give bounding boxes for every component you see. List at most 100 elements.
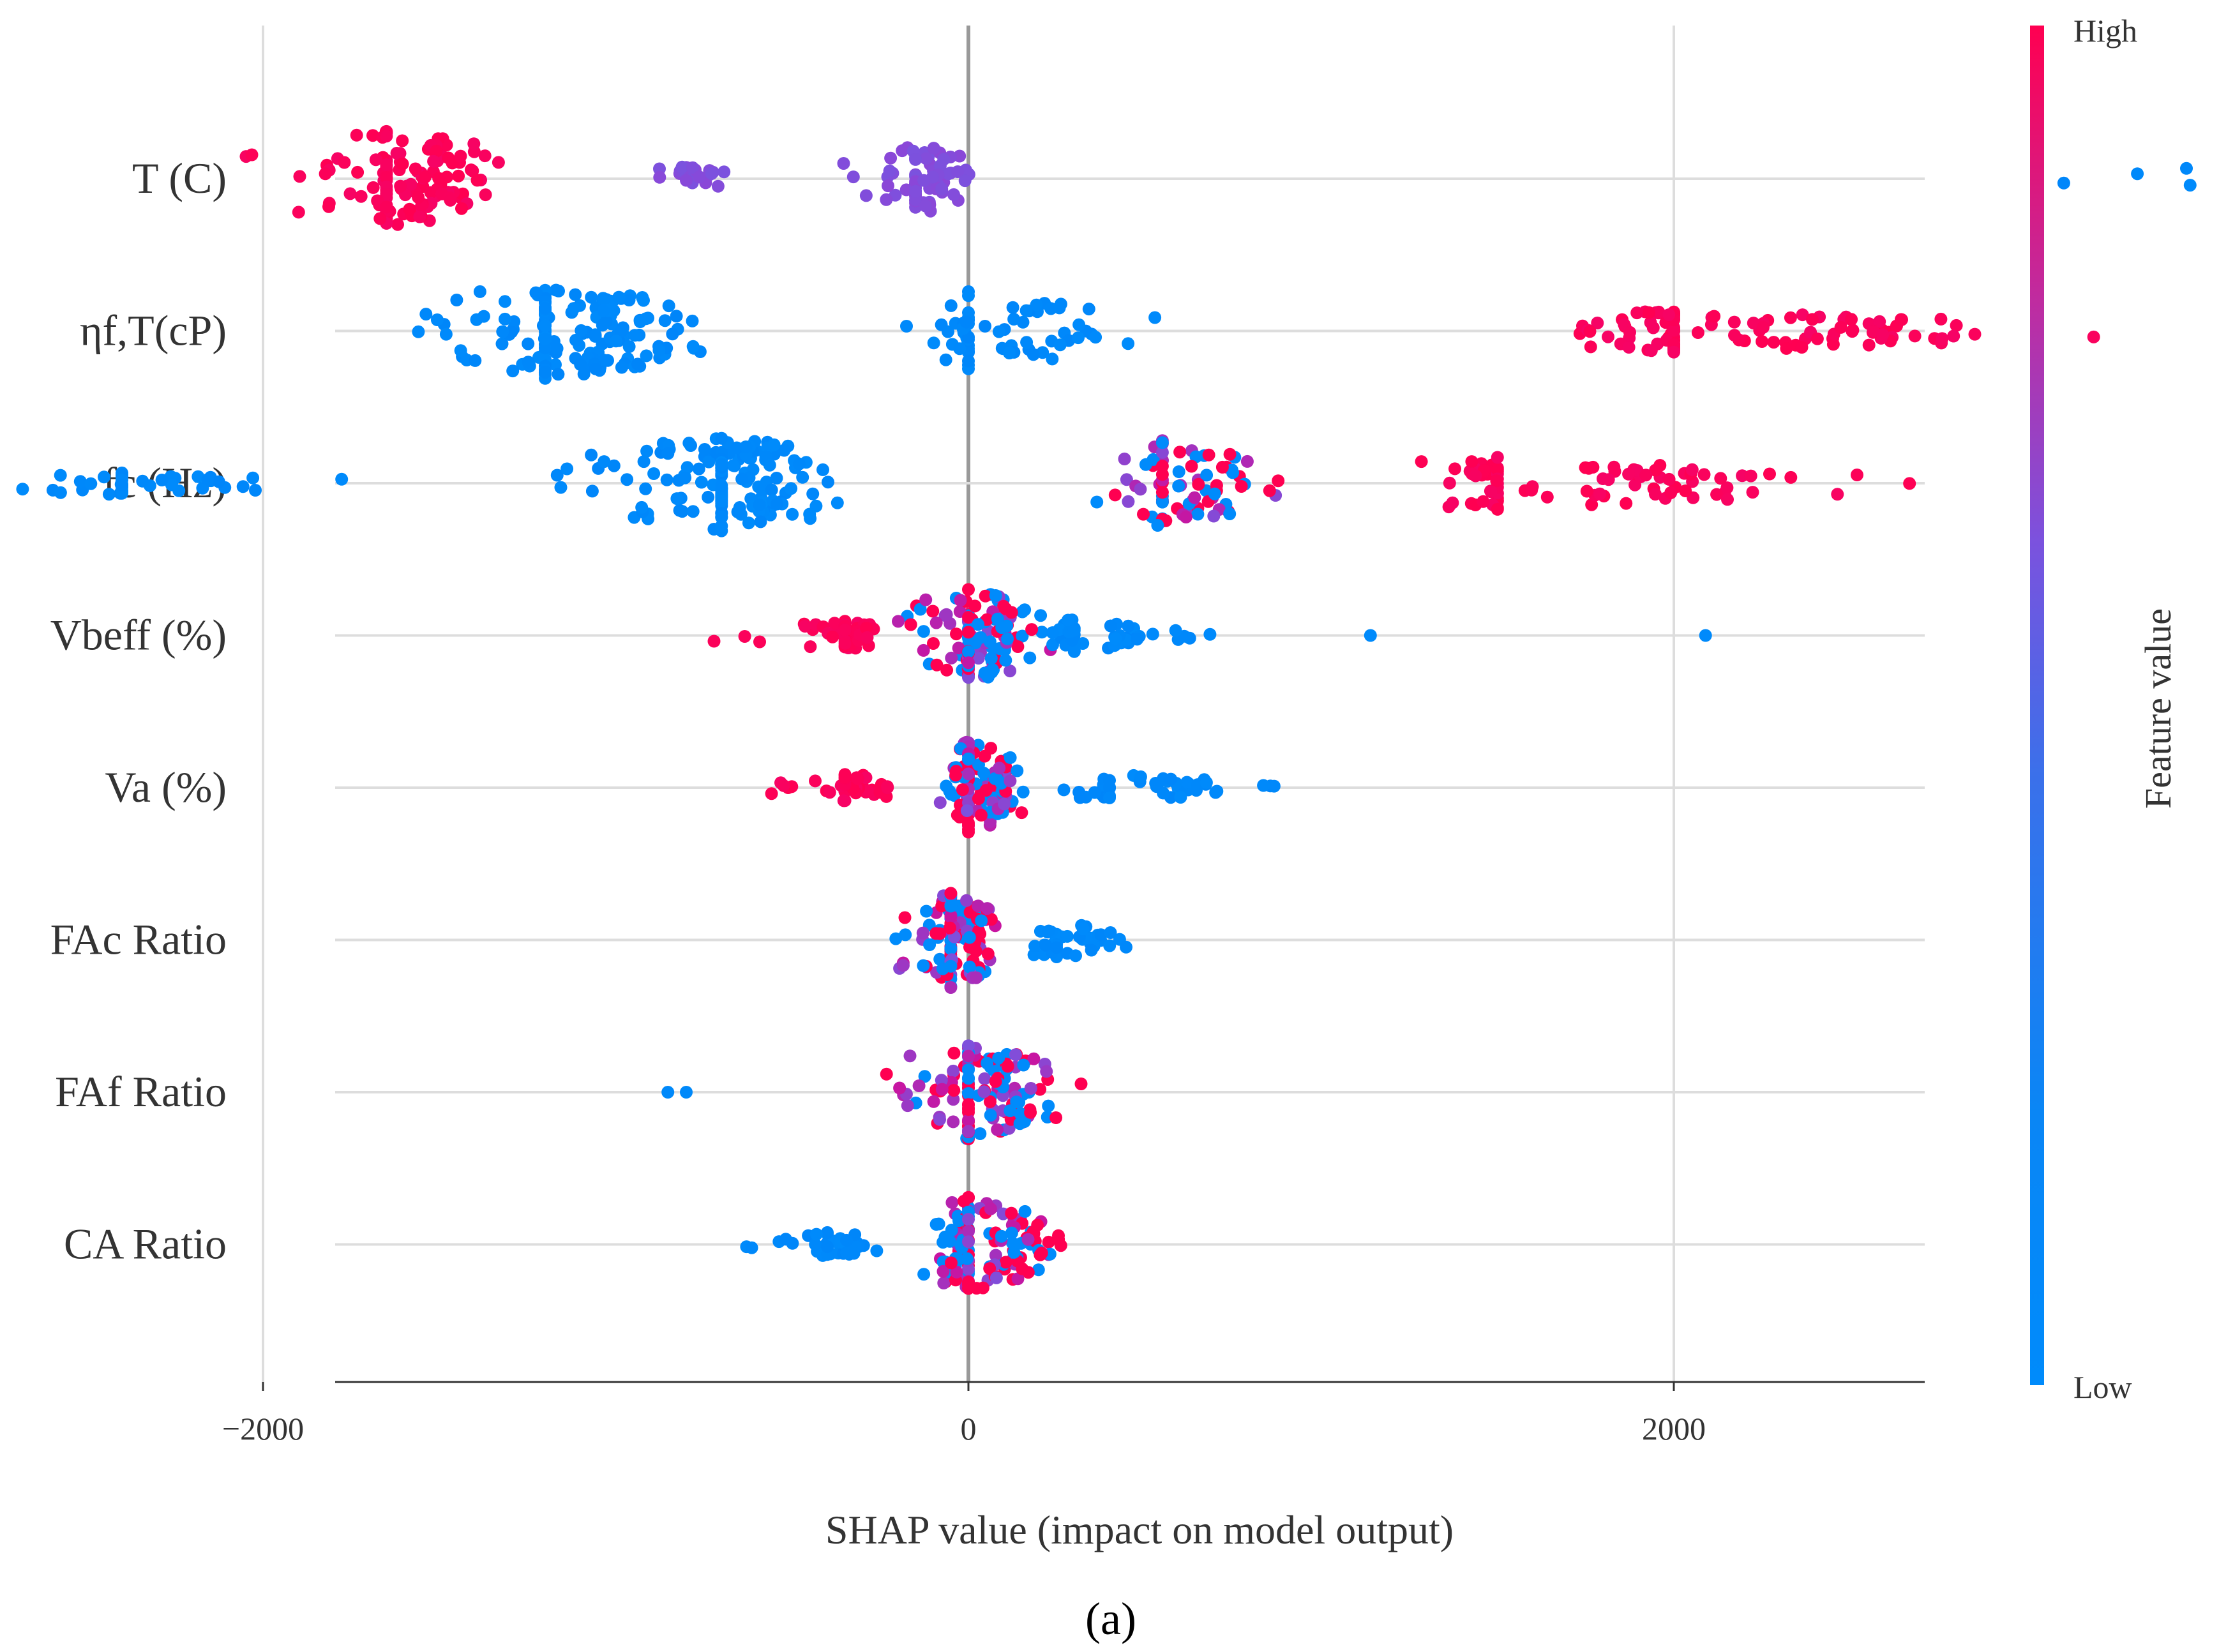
data-point (935, 1083, 949, 1096)
data-point (469, 354, 482, 367)
data-point (1011, 640, 1025, 653)
data-point (1050, 941, 1064, 954)
data-point (826, 630, 839, 643)
data-point (989, 1075, 1002, 1088)
data-point (1155, 486, 1169, 499)
data-point (427, 154, 440, 168)
data-point (412, 325, 425, 338)
data-point (927, 637, 940, 650)
data-point (403, 202, 416, 216)
data-point (1023, 651, 1037, 665)
data-point (881, 780, 894, 793)
data-point (937, 1277, 951, 1289)
data-point (354, 190, 368, 203)
data-point (1010, 1095, 1023, 1109)
data-point (574, 358, 587, 371)
data-point (1089, 331, 1102, 344)
data-point (809, 1238, 822, 1251)
data-point (1003, 347, 1016, 359)
data-point (806, 487, 820, 500)
data-point (917, 174, 930, 187)
data-point (984, 1095, 997, 1108)
data-point (1490, 474, 1503, 488)
data-point (1446, 496, 1459, 509)
data-point (1189, 450, 1203, 463)
data-point (981, 1056, 994, 1070)
data-point (246, 471, 260, 484)
data-point (529, 286, 543, 299)
data-point (950, 1265, 963, 1279)
data-point (615, 361, 628, 374)
data-point (1710, 488, 1724, 501)
data-point (1001, 1060, 1014, 1073)
data-point (212, 475, 225, 488)
data-point (984, 1109, 997, 1122)
data-point (116, 479, 128, 492)
data-point (1810, 332, 1824, 345)
data-point (73, 475, 87, 488)
data-point (1652, 305, 1666, 319)
data-point (962, 626, 975, 639)
data-point (1602, 473, 1615, 486)
data-point (1155, 495, 1169, 509)
data-point (675, 505, 689, 518)
data-point (977, 767, 991, 780)
data-point (962, 767, 975, 781)
data-point (939, 353, 952, 366)
data-point (637, 294, 650, 307)
data-point (803, 507, 816, 521)
data-point (1030, 298, 1043, 312)
data-point (1034, 1248, 1047, 1261)
data-point (989, 589, 1002, 602)
data-point (796, 470, 809, 484)
data-point (1169, 624, 1182, 637)
data-point (733, 501, 746, 514)
data-point (637, 455, 651, 469)
data-point (962, 289, 975, 303)
data-point (680, 1086, 693, 1099)
data-point (499, 312, 511, 326)
data-point (532, 350, 545, 364)
data-point (1623, 326, 1636, 339)
data-point (549, 358, 562, 372)
data-point (635, 500, 649, 514)
data-point (640, 349, 653, 363)
data-point (1950, 319, 1963, 332)
data-point (956, 783, 969, 797)
x-tick-label: 2000 (1642, 1411, 1706, 1446)
data-point (599, 315, 613, 328)
data-point (522, 356, 535, 369)
data-point (550, 283, 562, 297)
data-point (686, 340, 700, 353)
data-point (1795, 341, 1809, 354)
data-point (944, 899, 958, 913)
data-point (1697, 468, 1711, 481)
data-point (550, 342, 564, 355)
data-point (1200, 469, 1214, 482)
data-point (917, 625, 930, 638)
data-point (816, 463, 829, 476)
data-point (838, 623, 852, 636)
data-point (1016, 605, 1029, 619)
data-point (1584, 340, 1597, 354)
data-point (986, 663, 999, 676)
data-point (1072, 331, 1085, 345)
data-point (1057, 783, 1071, 797)
data-point (1873, 315, 1886, 328)
data-point (692, 462, 705, 476)
data-point (245, 148, 259, 161)
data-point (1208, 487, 1221, 500)
data-point (840, 1233, 853, 1247)
data-point (919, 199, 932, 213)
data-point (1069, 949, 1082, 963)
data-point (1042, 1099, 1055, 1113)
data-point (1046, 626, 1059, 640)
data-point (539, 342, 552, 355)
data-point (1021, 1233, 1035, 1246)
data-point (944, 299, 958, 312)
data-point (477, 310, 490, 323)
data-point (851, 772, 864, 785)
data-point (715, 432, 728, 445)
data-point (432, 172, 446, 185)
